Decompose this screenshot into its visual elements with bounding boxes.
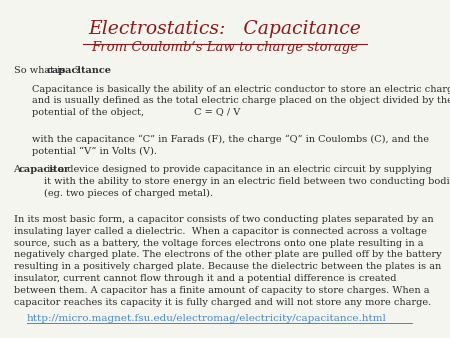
Text: http://micro.magnet.fsu.edu/electromag/electricity/capacitance.html: http://micro.magnet.fsu.edu/electromag/e… bbox=[27, 314, 387, 323]
Text: Capacitance is basically the ability of an electric conductor to store an electr: Capacitance is basically the ability of … bbox=[32, 84, 450, 117]
Text: So what is: So what is bbox=[14, 66, 68, 75]
Text: capacitance: capacitance bbox=[46, 66, 111, 75]
Text: From Coulomb’s Law to charge storage: From Coulomb’s Law to charge storage bbox=[91, 41, 359, 54]
Text: is a device designed to provide capacitance in an electric circuit by supplying
: is a device designed to provide capacita… bbox=[44, 165, 450, 198]
Text: ?: ? bbox=[74, 66, 80, 75]
Text: Electrostatics:   Capacitance: Electrostatics: Capacitance bbox=[89, 20, 361, 38]
Text: with the capacitance “C” in Farads (F), the charge “Q” in Coulombs (C), and the
: with the capacitance “C” in Farads (F), … bbox=[32, 135, 428, 156]
Text: In its most basic form, a capacitor consists of two conducting plates separated : In its most basic form, a capacitor cons… bbox=[14, 215, 441, 307]
Text: A: A bbox=[14, 165, 23, 174]
Text: capacitor: capacitor bbox=[19, 165, 70, 174]
